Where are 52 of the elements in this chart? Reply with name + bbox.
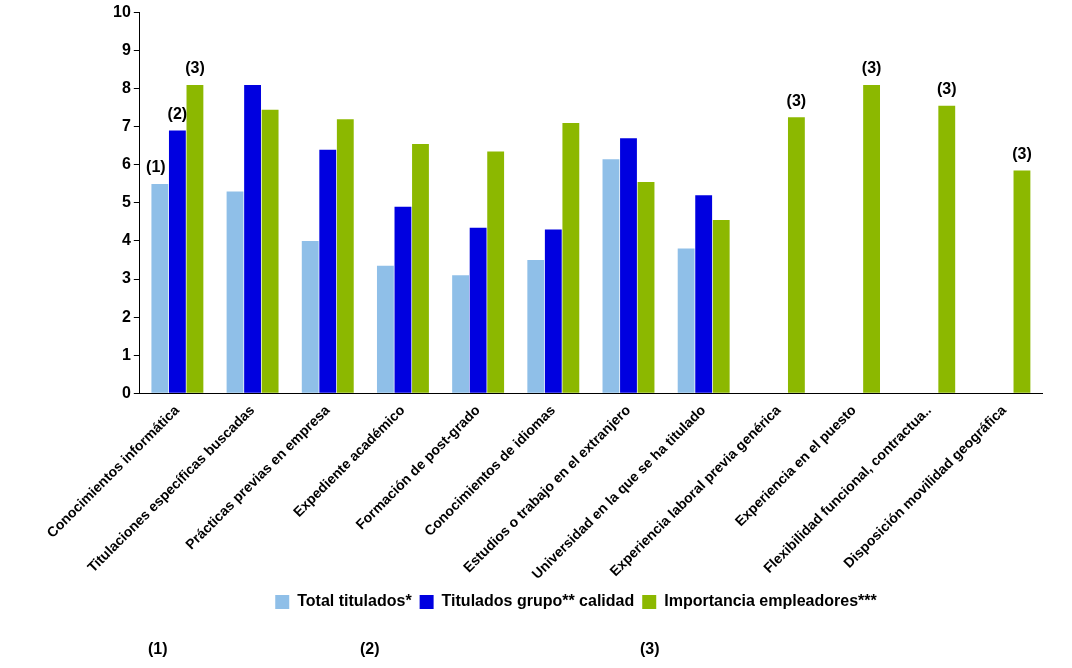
bar [637,181,655,393]
y-tick-label: 4 [121,231,131,249]
bar [863,84,880,393]
y-tick-label: 8 [121,79,131,97]
bar [186,84,204,393]
bar [487,151,505,393]
legend-label: Importancia empleadores*** [664,592,878,610]
bar [151,183,169,393]
annotation: (3) [1012,144,1032,162]
bar [412,143,429,393]
annotation: (3) [185,59,205,77]
bar [336,119,354,393]
y-tick-label: 2 [121,307,131,325]
bar [244,84,261,393]
text: (2) [360,640,380,658]
bar [602,159,620,393]
bar [301,240,319,393]
legend-label: Titulados grupo** calidad [441,592,635,610]
annotation: (3) [786,91,807,109]
legend-label: Total titulados* [297,592,413,610]
bar [168,130,186,393]
annotation: (3) [936,80,957,98]
bar [527,260,545,393]
bar [394,206,412,393]
bar [1013,170,1031,393]
y-tick-label: 0 [121,383,131,401]
bar [712,220,730,393]
annotation: (3) [861,59,882,77]
bar [376,265,394,393]
y-tick-label: 6 [121,155,131,173]
bar [620,138,637,393]
text: (1) [148,640,168,658]
y-tick-label: 10 [113,3,131,21]
bar [319,149,337,393]
bar [787,117,805,393]
bar [261,109,279,393]
text: (3) [640,640,660,658]
bar [226,191,244,393]
bar [544,229,562,393]
bar [695,195,713,393]
bar [469,227,487,393]
bar [938,105,956,393]
bar [677,248,695,393]
y-tick-label: 7 [121,117,131,135]
y-tick-label: 5 [121,193,131,211]
y-tick-label: 9 [121,41,131,59]
y-tick-label: 3 [121,269,131,287]
annotation: (1) [146,158,166,176]
bar [562,122,580,393]
annotation: (2) [167,105,188,122]
y-tick-label: 1 [121,345,131,363]
bar [452,275,469,393]
